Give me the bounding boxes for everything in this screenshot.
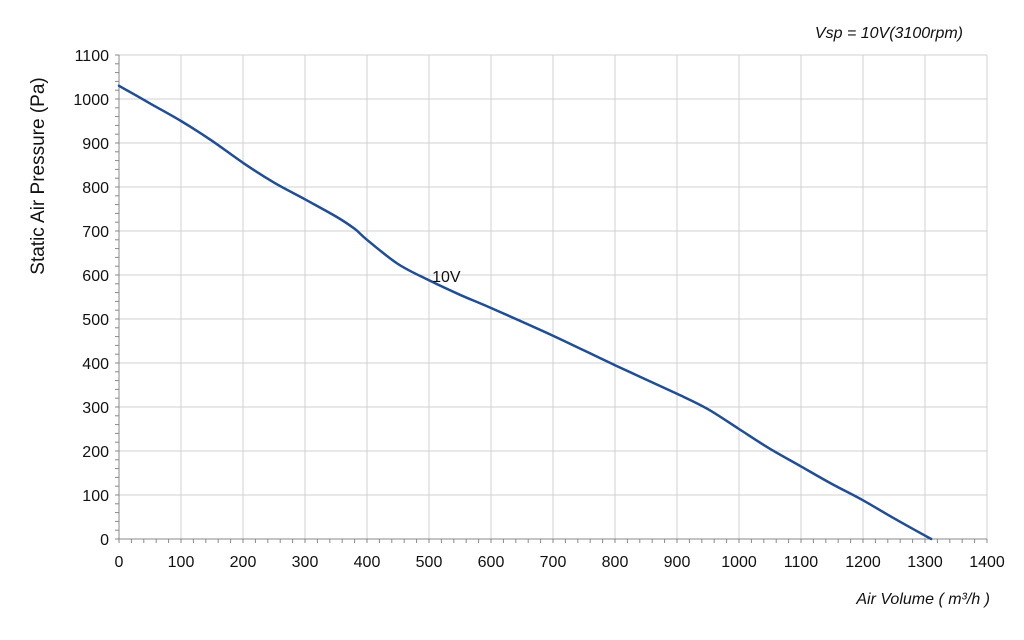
y-tick-label: 100 [82, 488, 109, 505]
y-axis-title: Static Air Pressure (Pa) [28, 77, 49, 274]
grid [119, 54, 988, 539]
y-tick-label: 200 [82, 444, 109, 461]
y-tick-label: 400 [82, 356, 109, 373]
y-tick-label: 0 [100, 532, 109, 549]
x-tick-label: 900 [664, 554, 691, 571]
x-tick-label: 100 [168, 554, 195, 571]
x-axis-title: Air Volume ( m³/h ) [855, 591, 990, 608]
x-tick-labels: 0 100 200 300 400 500 600 700 800 900 1000 1100 1200… [115, 554, 1005, 571]
x-tick-label: 1300 [907, 554, 943, 571]
x-tick-label: 800 [602, 554, 629, 571]
x-tick-label: 1100 [784, 554, 819, 571]
x-tick-label: 600 [478, 554, 505, 571]
x-tick-label: 200 [230, 554, 257, 571]
y-tick-label: 1000 [73, 92, 109, 109]
y-tick-label: 800 [82, 180, 109, 197]
series-label-10v: 10V [432, 269, 461, 286]
x-tick-label: 1400 [969, 554, 1005, 571]
y-tick-label: 900 [82, 136, 109, 153]
series-line-10v [117, 84, 933, 541]
y-tick-label: 300 [82, 400, 109, 417]
y-tick-label: 1100 [75, 48, 110, 65]
minor-ticks [115, 54, 988, 543]
x-tick-label: 1200 [845, 554, 881, 571]
speed-note: Vsp = 10V(3100rpm) [815, 25, 963, 42]
x-tick-label: 700 [540, 554, 567, 571]
y-tick-labels: 0 100 200 300 400 500 600 700 800 900 1000 1100 [73, 48, 109, 549]
x-tick-label: 0 [115, 554, 124, 571]
y-tick-label: 600 [82, 268, 109, 285]
x-tick-label: 400 [354, 554, 381, 571]
x-tick-label: 1000 [721, 554, 757, 571]
y-tick-label: 500 [82, 312, 109, 329]
x-tick-label: 300 [292, 554, 319, 571]
y-tick-label: 700 [82, 224, 109, 241]
x-tick-label: 500 [416, 554, 443, 571]
